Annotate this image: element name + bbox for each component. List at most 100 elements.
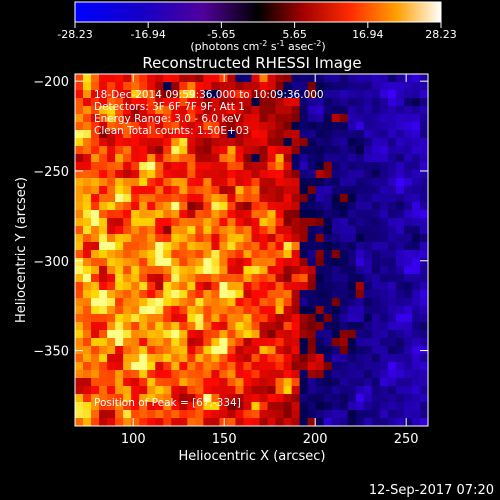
heatmap-cell <box>403 378 413 387</box>
heatmap-cell <box>179 82 188 91</box>
heatmap-cell <box>171 370 180 379</box>
heatmap-cell <box>283 418 293 426</box>
heatmap-cell <box>139 394 148 403</box>
heatmap-cell <box>227 378 237 387</box>
heatmap-cell <box>355 202 365 211</box>
heatmap-cell <box>131 314 140 323</box>
heatmap-cell <box>259 298 269 307</box>
heatmap-cell <box>155 122 164 131</box>
heatmap-cell <box>219 154 229 163</box>
heatmap-cell <box>91 218 100 227</box>
heatmap-cell <box>187 298 196 307</box>
heatmap-cell <box>267 82 277 91</box>
heatmap-cell <box>315 258 325 267</box>
heatmap-cell <box>99 338 108 347</box>
heatmap-cell <box>355 298 365 307</box>
heatmap-cell <box>171 306 180 315</box>
heatmap-cell <box>355 122 365 131</box>
heatmap-cell <box>251 130 261 139</box>
heatmap-cell <box>315 290 325 299</box>
heatmap-cell <box>123 162 132 171</box>
heatmap-cell <box>291 298 301 307</box>
heatmap-cell <box>219 410 229 419</box>
heatmap-cell <box>411 266 421 275</box>
heatmap-cell <box>243 378 253 387</box>
heatmap-cell <box>187 210 196 219</box>
heatmap-cell <box>379 114 389 123</box>
heatmap-cell <box>315 402 325 411</box>
heatmap-cell <box>331 178 341 187</box>
heatmap-cell <box>387 114 397 123</box>
heatmap-cell <box>339 266 349 275</box>
heatmap-cell <box>307 418 317 426</box>
heatmap-cell <box>315 274 325 283</box>
heatmap-cell <box>107 394 116 403</box>
heatmap-cell <box>107 338 116 347</box>
heatmap-cell <box>171 402 180 411</box>
heatmap-cell <box>163 186 172 195</box>
heatmap-cell <box>387 234 397 243</box>
heatmap-cell <box>243 210 253 219</box>
heatmap-cell <box>211 242 221 251</box>
heatmap-cell <box>227 258 237 267</box>
heatmap-cell <box>155 306 164 315</box>
heatmap-cell <box>267 370 277 379</box>
heatmap-cell <box>195 338 204 347</box>
heatmap-cell <box>259 210 269 219</box>
heatmap-cell <box>387 410 397 419</box>
heatmap-cell <box>379 250 389 259</box>
heatmap-cell <box>347 314 357 323</box>
heatmap-cell <box>203 146 212 155</box>
heatmap-cell <box>147 306 156 315</box>
heatmap-cell <box>91 314 100 323</box>
heatmap-cell <box>339 410 349 419</box>
heatmap-cell <box>123 242 132 251</box>
heatmap-cell <box>371 282 381 291</box>
heatmap-cell <box>235 122 245 131</box>
heatmap-cell <box>267 98 277 107</box>
heatmap-cell <box>363 266 373 275</box>
heatmap-cell <box>275 194 285 203</box>
heatmap-cell <box>331 274 341 283</box>
heatmap-cell <box>147 418 156 426</box>
heatmap-cell <box>395 226 405 235</box>
heatmap-cell <box>219 386 229 395</box>
heatmap-cell <box>251 202 261 211</box>
heatmap-cell <box>219 282 229 291</box>
heatmap-cell <box>115 418 124 426</box>
heatmap-cell <box>363 394 373 403</box>
heatmap-cell <box>283 130 293 139</box>
y-tick-label: −300 <box>33 255 69 270</box>
heatmap-cell <box>283 178 293 187</box>
heatmap-cell <box>315 410 325 419</box>
heatmap-cell <box>99 178 108 187</box>
heatmap-cell <box>203 322 212 331</box>
heatmap-cell <box>187 258 196 267</box>
heatmap-cell <box>75 90 84 99</box>
heatmap-cell <box>203 370 212 379</box>
heatmap-cell <box>339 82 349 91</box>
heatmap-cell <box>331 138 341 147</box>
heatmap-cell <box>203 330 212 339</box>
heatmap-cell <box>363 330 373 339</box>
heatmap-cell <box>179 402 188 411</box>
heatmap-cell <box>339 194 349 203</box>
heatmap-cell <box>371 274 381 283</box>
heatmap-cell <box>251 218 261 227</box>
heatmap-cell <box>211 378 221 387</box>
heatmap-cell <box>179 346 188 355</box>
heatmap-cell <box>299 154 309 163</box>
heatmap-cell <box>315 322 325 331</box>
heatmap-cell <box>339 378 349 387</box>
heatmap-cell <box>299 354 309 363</box>
heatmap-cell <box>227 106 237 115</box>
heatmap-cell <box>139 346 148 355</box>
heatmap-cell <box>275 314 285 323</box>
heatmap-cell <box>347 186 357 195</box>
heatmap-cell <box>307 178 317 187</box>
heatmap-cell <box>307 322 317 331</box>
heatmap-cell <box>363 410 373 419</box>
heatmap-cell <box>163 106 172 115</box>
heatmap-cell <box>275 82 285 91</box>
heatmap-cell <box>307 370 317 379</box>
